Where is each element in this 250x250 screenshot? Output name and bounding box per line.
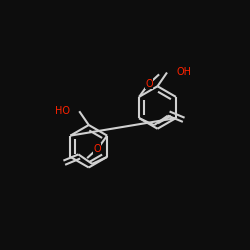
Text: O: O bbox=[93, 144, 101, 154]
Text: HO: HO bbox=[55, 106, 70, 116]
Text: O: O bbox=[145, 78, 153, 89]
Text: OH: OH bbox=[176, 67, 192, 77]
